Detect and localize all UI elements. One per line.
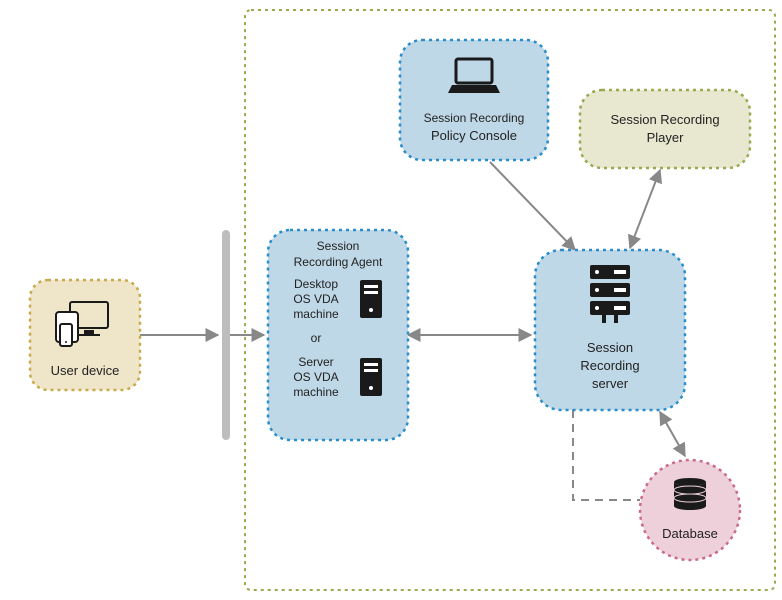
agent-node: Session Recording Agent Desktop OS VDA m… (268, 230, 408, 440)
player-label-1: Session Recording (610, 112, 719, 127)
agent-desktop-2: OS VDA (293, 292, 338, 306)
server-label-2: Recording (580, 358, 639, 373)
edge-policy-to-server (490, 162, 575, 250)
policy-console-label-2: Policy Console (431, 128, 517, 143)
agent-desktop-3: machine (293, 307, 339, 321)
policy-console-node: Session Recording Policy Console (400, 40, 548, 160)
agent-title-1: Session (317, 239, 360, 253)
database-icon (674, 478, 706, 510)
architecture-diagram: User device Session Recording Policy Con… (0, 0, 782, 600)
user-device-node: User device (30, 280, 140, 390)
database-label: Database (662, 526, 718, 541)
agent-server-1: Server (298, 355, 333, 369)
player-node: Session Recording Player (580, 90, 750, 168)
agent-title-2: Recording Agent (294, 255, 383, 269)
server-label-1: Session (587, 340, 633, 355)
database-node: Database (640, 460, 740, 560)
agent-server-2: OS VDA (293, 370, 338, 384)
server-node: Session Recording server (535, 250, 685, 410)
agent-or: or (311, 331, 322, 345)
server-rack-icon (590, 265, 630, 323)
edge-server-to-db (660, 412, 685, 456)
edge-player-to-server (630, 170, 660, 248)
divider-bar (222, 230, 230, 440)
server-tower-icon (360, 358, 382, 396)
agent-desktop-1: Desktop (294, 277, 338, 291)
edge-server-to-db-dashed (573, 410, 640, 500)
user-device-label: User device (51, 363, 120, 378)
player-label-2: Player (647, 130, 685, 145)
server-label-3: server (592, 376, 629, 391)
policy-console-label-1: Session Recording (424, 111, 525, 125)
agent-server-3: machine (293, 385, 339, 399)
desktop-tower-icon (360, 280, 382, 318)
